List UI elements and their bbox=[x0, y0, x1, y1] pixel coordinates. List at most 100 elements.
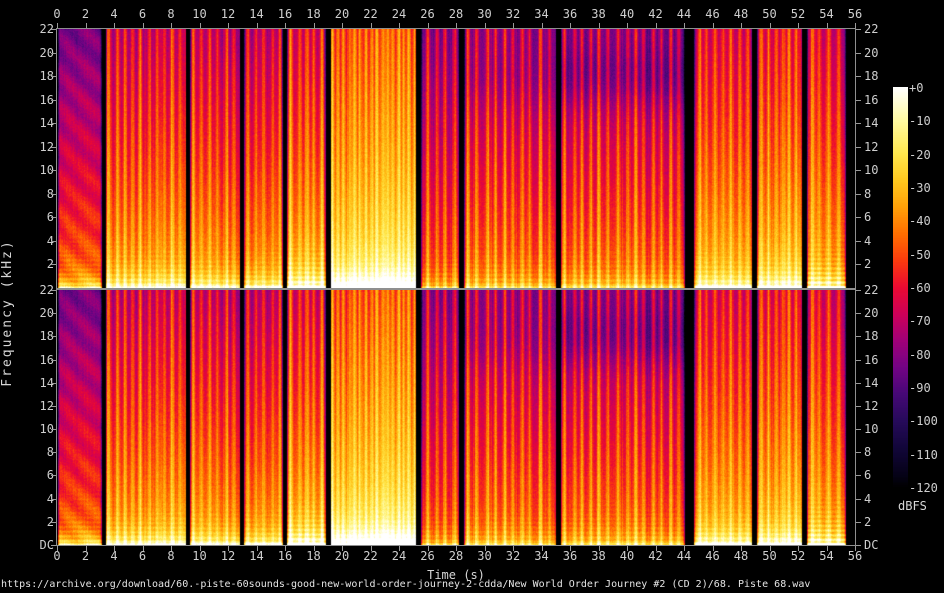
y-tick-label: 4 bbox=[20, 234, 54, 248]
y-tick-label: 8 bbox=[20, 445, 54, 459]
y-tick-label: 20 bbox=[39, 45, 54, 60]
spectrogram-panel-channel-2 bbox=[56, 289, 856, 546]
y-tick-label: 10 bbox=[39, 422, 54, 437]
y-tick-mark bbox=[856, 452, 861, 454]
x-tick-label: 48 bbox=[733, 7, 749, 21]
x-tick-mark bbox=[342, 23, 343, 28]
x-tick-label: 14 bbox=[249, 7, 264, 21]
x-tick-label: 32 bbox=[505, 549, 521, 563]
x-tick-mark bbox=[655, 546, 657, 551]
y-tick-mark bbox=[51, 475, 56, 477]
y-tick-label: 2 bbox=[864, 257, 872, 272]
x-tick-mark bbox=[370, 23, 372, 28]
y-tick-label: 16 bbox=[864, 352, 879, 367]
x-tick-mark bbox=[598, 23, 600, 28]
colorbar bbox=[893, 87, 908, 487]
x-tick-label: 20 bbox=[334, 549, 350, 563]
y-tick-label: 14 bbox=[864, 375, 879, 390]
colorbar-tick-label: -10 bbox=[909, 114, 931, 129]
y-tick-mark bbox=[856, 313, 861, 315]
x-tick-mark bbox=[598, 546, 600, 551]
x-tick-mark bbox=[798, 546, 799, 551]
y-tick-label: 22 bbox=[864, 22, 879, 36]
y-tick-mark bbox=[51, 313, 56, 315]
x-tick-mark bbox=[855, 23, 856, 28]
y-tick-label: 18 bbox=[39, 329, 54, 344]
y-tick-mark bbox=[51, 405, 56, 407]
x-tick-mark bbox=[655, 23, 657, 28]
x-tick-label: 46 bbox=[705, 7, 720, 21]
y-tick-label: 20 bbox=[864, 45, 879, 60]
y-tick-label: 12 bbox=[39, 398, 54, 413]
x-tick-mark bbox=[313, 546, 315, 551]
x-tick-mark bbox=[484, 23, 486, 28]
x-tick-mark bbox=[541, 546, 543, 551]
y-tick-mark bbox=[856, 170, 861, 172]
y-tick-label: 12 bbox=[864, 398, 879, 413]
y-tick-label: 2 bbox=[20, 515, 54, 529]
x-tick-label: 8 bbox=[167, 7, 175, 21]
y-tick-label: 22 bbox=[864, 283, 879, 297]
x-tick-mark bbox=[456, 546, 457, 551]
x-tick-label: 28 bbox=[448, 7, 464, 21]
x-tick-label: 4 bbox=[110, 549, 118, 563]
y-tick-mark bbox=[51, 264, 56, 266]
y-tick-mark bbox=[51, 521, 56, 523]
colorbar-unit-label: dBFS bbox=[898, 499, 927, 513]
y-tick-mark bbox=[51, 193, 56, 195]
x-tick-label: 16 bbox=[277, 7, 293, 21]
y-tick-mark bbox=[856, 240, 861, 242]
x-tick-label: 12 bbox=[220, 7, 236, 21]
x-tick-label: 18 bbox=[306, 7, 321, 21]
x-tick-mark bbox=[826, 23, 828, 28]
y-tick-mark bbox=[51, 76, 56, 78]
y-axis-title: Frequency (kHz) bbox=[0, 239, 15, 387]
y-tick-mark bbox=[51, 217, 56, 219]
y-tick-mark bbox=[856, 99, 861, 101]
x-tick-mark bbox=[769, 23, 771, 28]
x-tick-mark bbox=[627, 23, 628, 28]
x-tick-label: 22 bbox=[363, 549, 378, 563]
x-tick-label: 56 bbox=[847, 7, 863, 21]
x-tick-mark bbox=[769, 546, 771, 551]
x-tick-label: 28 bbox=[448, 549, 464, 563]
y-tick-label: 2 bbox=[864, 514, 872, 529]
y-tick-label: 6 bbox=[864, 468, 872, 483]
x-tick-label: 44 bbox=[676, 549, 692, 563]
x-tick-label: 34 bbox=[534, 7, 549, 21]
x-tick-label: 34 bbox=[534, 549, 549, 563]
x-tick-label: 16 bbox=[277, 549, 293, 563]
x-tick-mark bbox=[826, 546, 828, 551]
y-tick-mark bbox=[856, 359, 861, 361]
y-tick-label: 10 bbox=[864, 163, 879, 178]
y-tick-mark bbox=[856, 52, 861, 54]
x-tick-label: 8 bbox=[167, 549, 175, 563]
x-tick-mark bbox=[114, 23, 115, 28]
source-url-text: https://archive.org/download/60.-piste-6… bbox=[1, 579, 811, 590]
x-tick-mark bbox=[370, 546, 372, 551]
colorbar-tick-label: -70 bbox=[909, 314, 931, 329]
x-tick-mark bbox=[513, 546, 514, 551]
y-tick-mark bbox=[51, 429, 56, 431]
y-tick-label: 2 bbox=[20, 257, 54, 271]
colorbar-tick-label: -120 bbox=[909, 481, 938, 495]
y-tick-label: 22 bbox=[39, 22, 54, 36]
y-tick-label: 16 bbox=[864, 92, 879, 107]
y-tick-mark bbox=[856, 382, 861, 384]
x-tick-label: 0 bbox=[53, 549, 61, 563]
x-axis-title: Time (s) bbox=[427, 568, 485, 582]
x-tick-label: 22 bbox=[363, 7, 378, 21]
x-tick-mark bbox=[313, 23, 315, 28]
x-tick-label: 48 bbox=[733, 549, 749, 563]
y-tick-label: 6 bbox=[20, 468, 54, 482]
x-tick-label: 36 bbox=[562, 7, 578, 21]
colorbar-tick-label: -80 bbox=[909, 347, 931, 362]
y-tick-label: 8 bbox=[20, 187, 54, 201]
y-tick-mark bbox=[51, 498, 56, 500]
y-tick-mark bbox=[856, 193, 861, 195]
x-tick-mark bbox=[798, 23, 799, 28]
x-tick-mark bbox=[142, 23, 144, 28]
y-tick-mark bbox=[51, 240, 56, 242]
y-tick-mark bbox=[51, 359, 56, 361]
x-tick-label: 6 bbox=[138, 7, 147, 21]
